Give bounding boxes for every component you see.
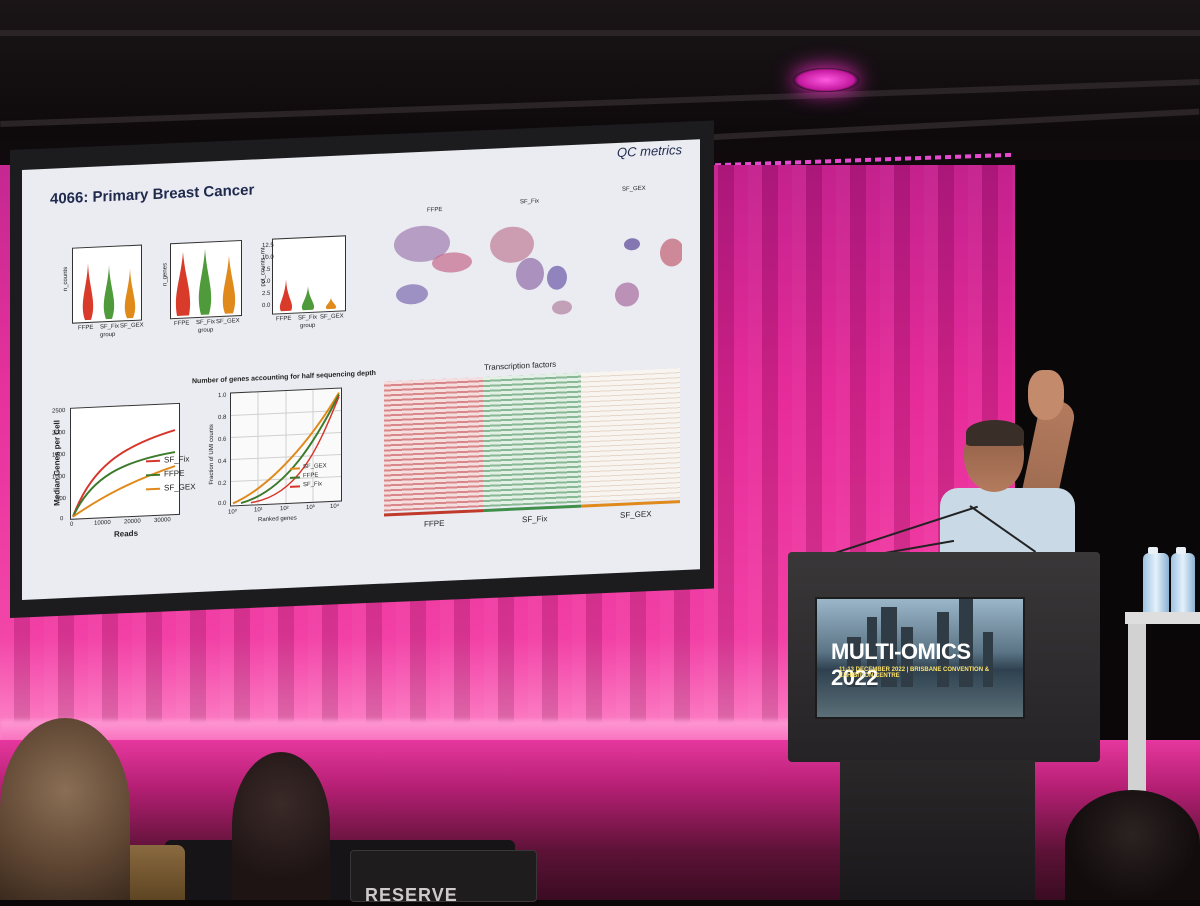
side-table: [1125, 612, 1200, 624]
heatmap-title: Transcription factors: [484, 359, 557, 373]
skyline-building: [901, 627, 913, 687]
banner-subtitle: 11-13 DECEMBER 2022 | BRISBANE CONVENTIO…: [839, 667, 990, 679]
side-table-leg: [1128, 624, 1146, 794]
half-depth-xtick: 10⁰: [228, 509, 238, 516]
half-depth-legend: FFPE: [303, 472, 319, 480]
heatmap: [384, 368, 681, 512]
saturation-xlabel: Reads: [114, 528, 139, 539]
saturation-plot: [70, 402, 180, 520]
half-depth-xtick: 10²: [280, 505, 289, 513]
half-depth-xlabel: Ranked genes: [258, 515, 297, 524]
saturation-xtick: 0: [70, 521, 74, 528]
violin-ytick: 5.0: [262, 278, 271, 286]
violin-ytick: 2.5: [262, 290, 271, 298]
saturation-legend: FFPE: [164, 468, 185, 479]
audience-member: [0, 718, 130, 900]
saturation-xtick: 30000: [154, 517, 171, 525]
violin-group-label: FFPE: [78, 324, 94, 332]
violin-plot-genes: [170, 240, 242, 320]
half-depth-ytick: 0.8: [218, 414, 227, 422]
slide-title: 4066: Primary Breast Cancer: [50, 181, 255, 208]
heatmap-block-sffix: [482, 372, 582, 508]
heatmap-group-label: SF_Fix: [522, 514, 548, 525]
skyline-building: [881, 607, 897, 687]
saturation-legend: SF_Fix: [164, 454, 190, 465]
violin-ytick: 10.0: [262, 254, 274, 262]
conference-banner: MULTI-OMICS 2022 11-13 DECEMBER 2022 | B…: [815, 597, 1025, 719]
skyline-building: [937, 612, 949, 687]
slide-section-label: QC metrics: [617, 142, 682, 160]
half-depth-ylabel: Fraction of UMI counts: [209, 424, 216, 485]
water-bottle: [1171, 547, 1195, 615]
banner-title: MULTI-OMICS 2022: [831, 639, 971, 690]
saturation-ytick: 1000: [52, 474, 66, 481]
violin-group-label: SF_GEX: [120, 322, 144, 330]
half-depth-ytick: 0.2: [218, 480, 227, 488]
podium-base: [840, 760, 1035, 900]
violin-group-label: SF_Fix: [100, 323, 120, 331]
speaker-hand: [1028, 370, 1064, 420]
violin-plot-mito: [272, 235, 346, 315]
skyline-building: [867, 617, 877, 687]
reserved-sign-text: RESERVE: [365, 885, 458, 905]
saturation-legend: SF_GEX: [164, 482, 196, 493]
violin-ytick: 0.0: [262, 302, 271, 310]
speaker-torso: [940, 488, 1075, 558]
violin-group-label: FFPE: [276, 315, 292, 323]
half-depth-plot: [230, 387, 342, 507]
half-depth-xtick: 10¹: [254, 507, 263, 514]
heatmap-block-sfgex: [581, 368, 681, 503]
saturation-ytick: 1500: [52, 452, 66, 459]
saturation-xtick: 20000: [124, 518, 141, 526]
violin-ylabel: n_counts: [63, 266, 70, 292]
skyline-building: [847, 637, 861, 687]
violin-xlabel: group: [100, 331, 116, 339]
umap-scatter: [394, 225, 682, 315]
audience-member: [232, 752, 330, 900]
violin-group-label: FFPE: [174, 320, 190, 328]
umap-label: SF_GEX: [622, 185, 646, 193]
half-depth-legend: SF_Fix: [303, 481, 323, 489]
violin-group-label: SF_GEX: [216, 318, 240, 326]
half-depth-ytick: 0.6: [218, 436, 227, 444]
umap-label: SF_Fix: [520, 198, 540, 206]
presentation-slide: QC metrics 4066: Primary Breast Cancer n…: [22, 139, 700, 600]
heatmap-group-label: FFPE: [424, 518, 445, 529]
water-bottle: [1143, 547, 1169, 615]
violin-group-label: SF_Fix: [196, 319, 216, 327]
heatmap-block-ffpe: [384, 377, 483, 512]
half-depth-ytick: 0.4: [218, 458, 227, 466]
violin-plot-counts: [72, 244, 142, 324]
half-depth-ytick: 1.0: [218, 392, 227, 400]
violin-group-label: SF_Fix: [298, 314, 318, 322]
ceiling-truss: [0, 30, 1200, 36]
violin-ytick: 7.5: [262, 266, 271, 274]
reserved-seat-sign: RESERVE: [350, 850, 537, 905]
saturation-ytick: 0: [60, 516, 64, 523]
stage-spotlight: [793, 68, 859, 92]
skyline-building: [983, 632, 993, 687]
audience-member: [1065, 790, 1200, 900]
half-depth-xtick: 10⁴: [330, 503, 340, 511]
half-depth-legend: SF_GEX: [303, 463, 327, 471]
speaker-hair: [966, 420, 1024, 446]
skyline-building: [959, 599, 973, 687]
half-depth-ytick: 0.0: [218, 500, 227, 508]
violin-xlabel: group: [300, 322, 316, 330]
violin-ytick: 12.5: [262, 242, 274, 250]
saturation-ytick: 2000: [52, 430, 66, 437]
half-depth-xtick: 10³: [306, 504, 315, 512]
violin-ylabel: n_genes: [162, 262, 169, 287]
saturation-ytick: 2500: [52, 408, 66, 415]
violin-group-label: SF_GEX: [320, 313, 344, 321]
saturation-xtick: 10000: [94, 519, 111, 527]
saturation-ytick: 500: [56, 496, 67, 503]
violin-xlabel: group: [198, 327, 214, 335]
half-depth-title: Number of genes accounting for half sequ…: [192, 369, 376, 386]
heatmap-group-label: SF_GEX: [620, 509, 652, 520]
